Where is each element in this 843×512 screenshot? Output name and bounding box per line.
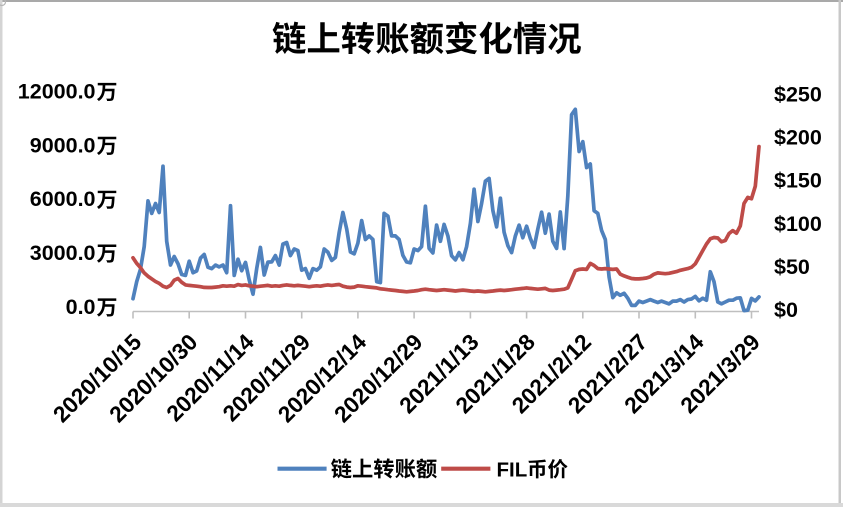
svg-text:9000.0: 9000.0 (30, 133, 96, 157)
svg-text:0.0: 0.0 (66, 295, 96, 319)
svg-text:6000.0: 6000.0 (30, 187, 96, 211)
svg-text:FIL: FIL (497, 459, 528, 482)
svg-text:$50: $50 (774, 255, 810, 279)
svg-text:$100: $100 (774, 212, 822, 236)
svg-text:3000.0: 3000.0 (30, 241, 96, 265)
svg-text:$0: $0 (774, 298, 798, 322)
svg-text:$250: $250 (774, 83, 822, 107)
svg-text:$150: $150 (774, 169, 822, 193)
svg-text:12000.0: 12000.0 (18, 80, 96, 104)
svg-text:$200: $200 (774, 126, 822, 150)
